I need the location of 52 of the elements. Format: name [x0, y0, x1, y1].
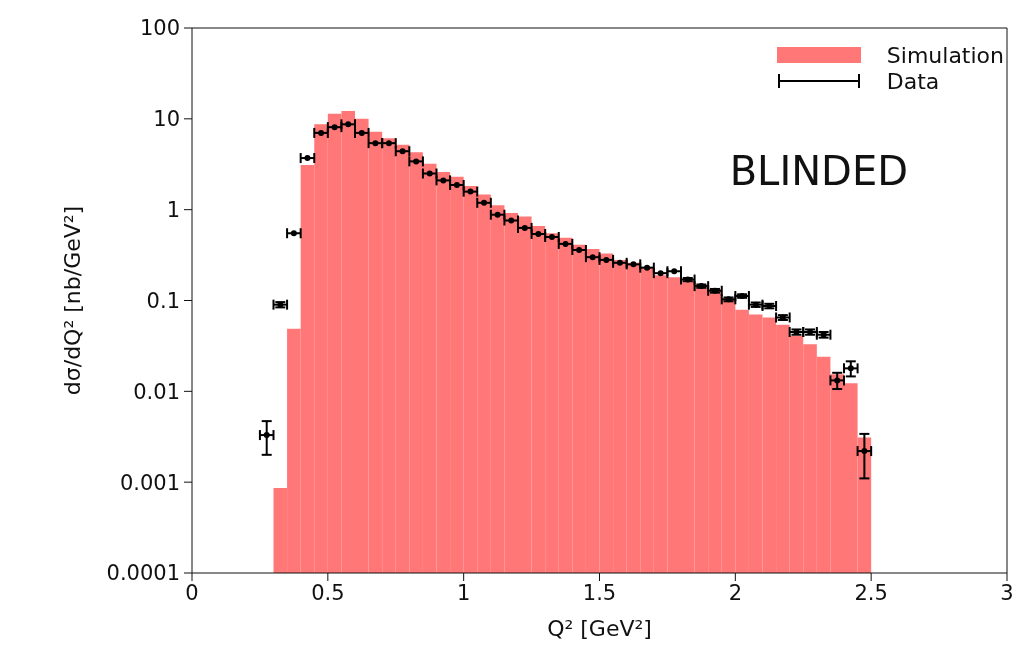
y-tick-label: 1 [166, 198, 180, 223]
point [562, 240, 569, 247]
point [304, 155, 311, 162]
point [426, 170, 433, 177]
point [440, 177, 447, 184]
point [372, 140, 379, 147]
point [548, 234, 555, 241]
point [603, 256, 610, 263]
point [616, 259, 623, 266]
point [467, 188, 474, 195]
y-tick-label: 0.0001 [106, 561, 180, 586]
x-tick-label: 0 [185, 580, 199, 605]
point [671, 268, 678, 275]
legend-label: Data [886, 68, 940, 94]
y-tick-label: 0.01 [133, 379, 180, 404]
point [318, 129, 325, 136]
point [331, 124, 338, 131]
annotation: BLINDED [729, 148, 908, 194]
y-tick-label: 0.1 [146, 288, 180, 313]
point [263, 432, 270, 439]
x-tick-label: 3 [1000, 580, 1014, 605]
point [345, 121, 352, 128]
point [521, 224, 528, 231]
point [834, 377, 841, 384]
point [508, 217, 515, 224]
point [494, 211, 501, 218]
point [453, 181, 460, 188]
point [535, 230, 542, 237]
x-tick-label: 2.5 [854, 580, 888, 605]
y-tick-label: 100 [139, 16, 180, 41]
y-axis-title: dσ/dQ² [nb/GeV²] [59, 205, 85, 396]
point [644, 264, 651, 271]
point [861, 448, 868, 455]
x-tick-label: 0.5 [311, 580, 345, 605]
x-tick-label: 2 [728, 580, 743, 605]
point [576, 246, 583, 253]
point [385, 140, 392, 147]
legend-label: Simulation [886, 42, 1004, 68]
point [630, 261, 637, 268]
point [481, 199, 488, 206]
point [290, 230, 297, 237]
point [589, 254, 596, 261]
y-tick-label: 0.001 [119, 470, 180, 495]
point [657, 270, 664, 277]
point [399, 148, 406, 155]
x-tick-label: 1 [456, 580, 471, 605]
point [847, 365, 854, 372]
y-tick-label: 10 [153, 107, 180, 132]
point [358, 129, 365, 136]
point [413, 158, 420, 165]
x-tick-label: 1.5 [582, 580, 617, 605]
x-axis-title: Q² [GeV²] [547, 615, 652, 641]
